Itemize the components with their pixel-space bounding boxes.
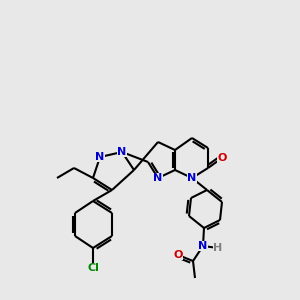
Text: N: N [153, 173, 163, 183]
Text: O: O [217, 153, 227, 163]
Text: H: H [213, 243, 223, 253]
Text: N: N [95, 152, 105, 162]
Text: O: O [173, 250, 183, 260]
Text: N: N [117, 147, 127, 157]
Text: N: N [198, 241, 208, 251]
Text: N: N [188, 173, 196, 183]
Text: Cl: Cl [87, 263, 99, 273]
